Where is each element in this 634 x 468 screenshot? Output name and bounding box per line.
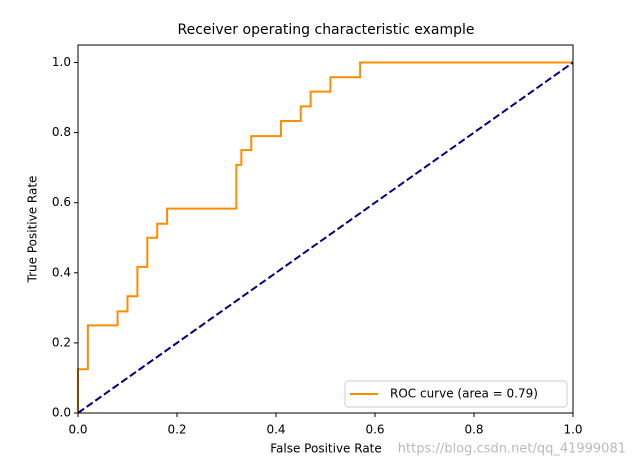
chart-title: Receiver operating characteristic exampl…	[177, 22, 474, 38]
x-tick-label: 0.8	[464, 423, 483, 437]
y-tick-label: 0.8	[52, 125, 71, 139]
y-tick-label: 0.4	[52, 265, 71, 279]
x-tick-label: 0.2	[167, 423, 186, 437]
legend-box	[344, 380, 568, 408]
y-axis-label: True Positive Rate	[26, 176, 40, 284]
watermark: https://blog.csdn.net/qq_41999081	[398, 442, 626, 457]
plot-frame	[77, 44, 574, 414]
y-tick-label: 0.0	[52, 406, 71, 420]
diagonal-line	[77, 61, 574, 414]
x-tick-label: 0.4	[266, 423, 285, 437]
x-axis-label: False Positive Rate	[270, 442, 382, 456]
y-tick-label: 1.0	[52, 55, 71, 69]
y-tick-label: 0.6	[52, 195, 71, 209]
x-tick-label: 1.0	[563, 423, 582, 437]
roc-line	[77, 61, 573, 413]
legend-label: ROC curve (area = 0.79)	[390, 387, 538, 401]
x-tick-label: 0.6	[365, 423, 384, 437]
y-tick-label: 0.2	[52, 335, 71, 349]
x-tick-label: 0.0	[68, 423, 87, 437]
